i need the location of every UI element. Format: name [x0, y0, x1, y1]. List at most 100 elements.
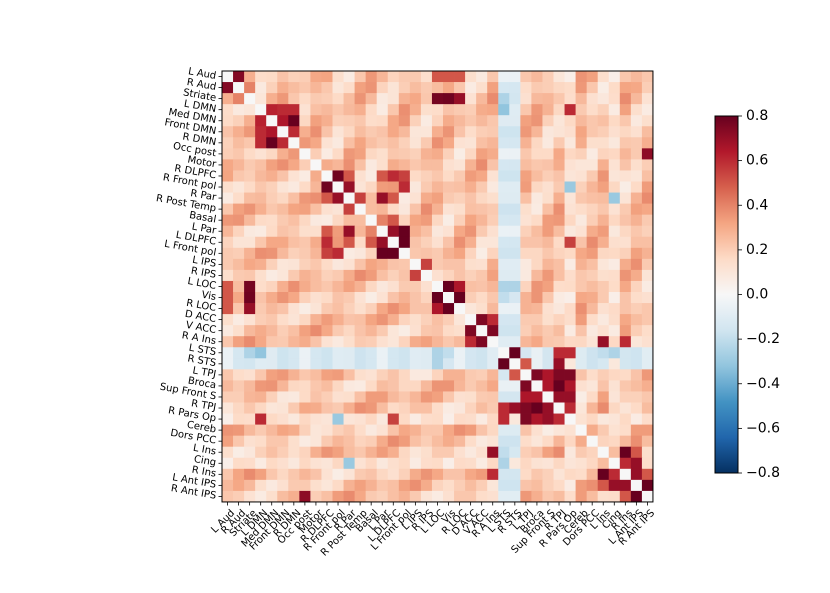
- heatmap-cell: [310, 126, 322, 138]
- heatmap-cell: [575, 148, 588, 160]
- heatmap-cell: [498, 435, 510, 448]
- heatmap-cell: [244, 280, 256, 293]
- heatmap-cell: [277, 181, 289, 193]
- heatmap-cell: [431, 181, 444, 193]
- heatmap-cell: [255, 280, 267, 293]
- heatmap-cell: [387, 137, 400, 149]
- heatmap-cell: [498, 424, 510, 437]
- heatmap-cell: [531, 82, 543, 94]
- heatmap-cell: [365, 369, 378, 381]
- heatmap-cell: [431, 347, 444, 359]
- heatmap-cell: [233, 380, 245, 392]
- heatmap-cell: [255, 82, 267, 94]
- heatmap-cell: [310, 292, 322, 304]
- heatmap-cell: [597, 380, 610, 392]
- heatmap-cell: [641, 159, 654, 171]
- heatmap-cell: [244, 457, 256, 470]
- heatmap-cell: [509, 391, 521, 403]
- heatmap-cell: [387, 336, 400, 348]
- heatmap-cell: [332, 303, 344, 315]
- heatmap-cell: [310, 258, 322, 271]
- heatmap-cell: [476, 115, 488, 127]
- heatmap-cell: [343, 269, 355, 282]
- heatmap-cell: [222, 269, 234, 282]
- heatmap-cell: [520, 468, 532, 481]
- heatmap-cell: [520, 170, 532, 182]
- heatmap-cell: [299, 336, 311, 348]
- heatmap-cell: [321, 424, 333, 437]
- heatmap-cell: [244, 490, 256, 503]
- heatmap-cell: [608, 446, 621, 459]
- heatmap-cell: [365, 457, 378, 470]
- heatmap-cell: [321, 159, 333, 171]
- heatmap-cell: [244, 148, 256, 160]
- heatmap-cell: [641, 402, 654, 414]
- heatmap-cell: [343, 115, 355, 127]
- heatmap-cell: [310, 347, 322, 359]
- heatmap-cell: [420, 148, 433, 160]
- heatmap-cell: [398, 402, 411, 414]
- heatmap-cell: [310, 314, 322, 326]
- heatmap-cell: [431, 203, 444, 216]
- heatmap-cell: [520, 181, 532, 193]
- heatmap-cell: [465, 446, 477, 459]
- heatmap-cell: [299, 181, 311, 193]
- heatmap-cell: [431, 303, 444, 315]
- heatmap-cell: [465, 490, 477, 503]
- heatmap-cell: [586, 314, 599, 326]
- heatmap-cell: [553, 137, 565, 149]
- heatmap-cell: [233, 181, 245, 193]
- y-tick-label: L Aud: [187, 66, 217, 82]
- colorbar-tick-label: 0.0: [746, 287, 768, 303]
- heatmap-cell: [222, 115, 234, 127]
- heatmap-cell: [431, 391, 444, 403]
- heatmap-cell: [542, 424, 554, 437]
- heatmap-cell: [310, 380, 322, 392]
- heatmap-cell: [376, 192, 389, 204]
- heatmap-cell: [387, 468, 400, 481]
- heatmap-cell: [454, 402, 466, 414]
- heatmap-cell: [575, 159, 588, 171]
- heatmap-cell: [520, 159, 532, 171]
- heatmap-cell: [321, 380, 333, 392]
- heatmap-cell: [575, 446, 588, 459]
- heatmap-cell: [465, 380, 477, 392]
- heatmap-cell: [630, 192, 643, 204]
- heatmap-cell: [476, 402, 488, 414]
- heatmap-cell: [321, 137, 333, 149]
- heatmap-cell: [409, 424, 422, 437]
- heatmap-cell: [531, 115, 543, 127]
- heatmap-cell: [431, 126, 444, 138]
- heatmap-cell: [498, 93, 510, 105]
- heatmap-cell: [465, 82, 477, 94]
- heatmap-cell: [299, 159, 311, 171]
- heatmap-cell: [332, 192, 344, 204]
- heatmap-cell: [575, 347, 588, 359]
- heatmap-cell: [520, 214, 532, 227]
- heatmap-cell: [520, 336, 532, 348]
- heatmap-cell: [222, 137, 234, 149]
- heatmap-cell: [509, 159, 521, 171]
- heatmap-cell: [531, 325, 543, 337]
- heatmap-cell: [531, 126, 543, 138]
- heatmap-cell: [376, 236, 389, 249]
- heatmap-cell: [343, 413, 355, 425]
- heatmap-cell: [454, 148, 466, 160]
- heatmap-cell: [531, 93, 543, 105]
- heatmap-cell: [398, 336, 411, 348]
- heatmap-cell: [443, 214, 455, 227]
- heatmap-cell: [299, 347, 311, 359]
- heatmap-cell: [365, 402, 378, 414]
- heatmap-cell: [619, 292, 632, 304]
- heatmap-cell: [564, 457, 576, 470]
- heatmap-cell: [641, 269, 654, 282]
- heatmap-cell: [443, 148, 455, 160]
- heatmap-cell: [608, 203, 621, 216]
- colorbar-gradient: [714, 115, 739, 474]
- heatmap-cell: [575, 380, 588, 392]
- heatmap-cell: [266, 391, 278, 403]
- heatmap-cell: [487, 391, 499, 403]
- heatmap-cell: [398, 225, 411, 238]
- heatmap-cell: [542, 468, 554, 481]
- heatmap-cell: [509, 424, 521, 437]
